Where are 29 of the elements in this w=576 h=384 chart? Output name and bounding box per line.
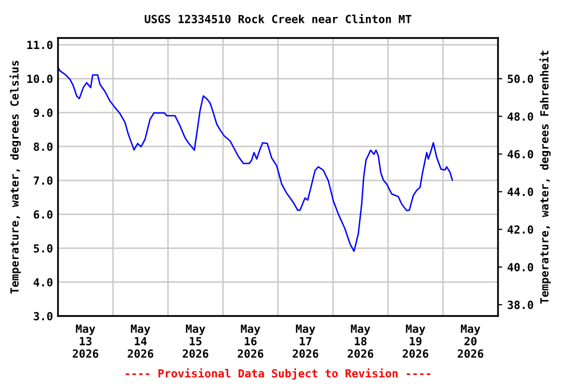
x-tick-label: May 20 2026	[458, 324, 484, 358]
text: ---- Provisional Data Subject to Revision ----	[126, 368, 430, 380]
y2-axis-title: Temperature, water, degrees Fahrenheit	[539, 50, 551, 304]
y-axis-title: Temperature, water, degrees Celsius	[9, 60, 21, 294]
y2-tick-label: 38.0	[508, 300, 534, 310]
y-tick-label: 4.0	[34, 278, 52, 286]
x-tick-label: May 18 2026	[348, 324, 374, 358]
y-tick-label: 10.0	[27, 74, 52, 84]
y2-tick-label: 40.0	[508, 263, 534, 272]
y-tick-label: 3.0	[34, 312, 52, 320]
x-tick-label: May 15 2026	[182, 324, 208, 358]
y-tick-label: 8.0	[34, 142, 52, 151]
y-tick-label: 11.0	[27, 40, 52, 50]
y-tick-label: 9.0	[34, 108, 52, 118]
y-tick-label: 5.0	[34, 244, 52, 253]
x-tick-label: May 16 2026	[238, 324, 264, 358]
x-tick-label: May 17 2026	[292, 324, 318, 358]
y-tick-label: 7.0	[34, 176, 52, 185]
y2-tick-label: 50.0	[508, 74, 534, 84]
y2-tick-label: 42.0	[508, 225, 534, 234]
x-tick-label: May 14 2026	[128, 324, 154, 358]
y-tick-label: 6.0	[34, 210, 52, 219]
y2-tick-label: 46.0	[508, 150, 534, 158]
y2-tick-label: 44.0	[508, 188, 534, 196]
x-tick-label: May 13 2026	[72, 324, 98, 358]
x-tick-label: May 19 2026	[402, 324, 428, 358]
y2-tick-label: 48.0	[508, 112, 534, 121]
line-series	[58, 67, 454, 252]
chart-title: USGS 12334510 Rock Creek near Clinton MT	[144, 14, 412, 24]
